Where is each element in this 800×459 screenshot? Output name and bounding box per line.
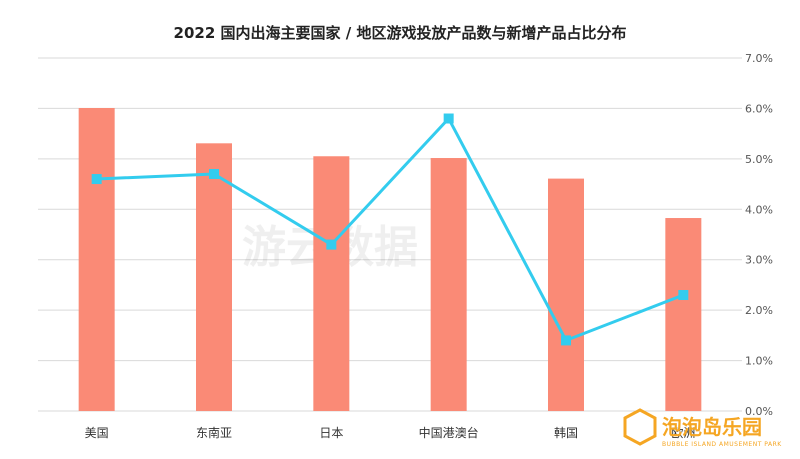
y-right-tick-label: 6.0%	[745, 102, 773, 115]
line-point	[678, 290, 689, 301]
x-tick-label: 美国	[85, 426, 109, 440]
brand-logo: 泡泡岛乐园 BUBBLE ISLAND AMUSEMENT PARK	[623, 408, 782, 448]
bar	[313, 156, 350, 411]
bar	[78, 108, 115, 411]
y-right-tick-label: 5.0%	[745, 153, 773, 166]
logo-name: 泡泡岛乐园	[662, 415, 762, 439]
bar	[665, 218, 702, 411]
y-right-tick-label: 7.0%	[745, 52, 773, 65]
bar	[196, 143, 232, 411]
x-tick-label: 东南亚	[196, 425, 232, 440]
y-right-tick-label: 4.0%	[745, 203, 773, 216]
line-point	[443, 113, 454, 124]
line-point	[209, 168, 219, 179]
x-tick-label: 欧洲	[671, 426, 695, 440]
line-point	[91, 174, 102, 185]
x-tick-label: 韩国	[554, 425, 578, 440]
bar-series	[78, 108, 702, 411]
y-right-tick-label: 2.0%	[745, 304, 773, 317]
y-right-tick-label: 0.0%	[745, 405, 773, 418]
logo-icon	[623, 408, 657, 446]
chart-title: 2022 国内出海主要国家 / 地区游戏投放产品数与新增产品占比分布	[173, 24, 627, 42]
x-tick-label: 中国港澳台	[419, 425, 479, 440]
grid-lines	[38, 57, 742, 412]
y-right-tick-label: 1.0%	[745, 355, 773, 368]
series-line	[96, 117, 684, 342]
line-point	[561, 335, 571, 346]
logo-subtitle: BUBBLE ISLAND AMUSEMENT PARK	[662, 441, 782, 448]
bar	[548, 178, 584, 411]
x-tick-label: 日本	[319, 426, 343, 440]
y-right-tick-label: 3.0%	[745, 254, 773, 267]
axis-labels: 0.0% 1.0% 2.0% 3.0% 4.0% 5.0% 6.0% 7.0% 美国 东南亚 日本 中…	[85, 52, 773, 440]
bar	[430, 158, 467, 411]
line-series	[91, 113, 689, 346]
line-point	[326, 239, 337, 250]
